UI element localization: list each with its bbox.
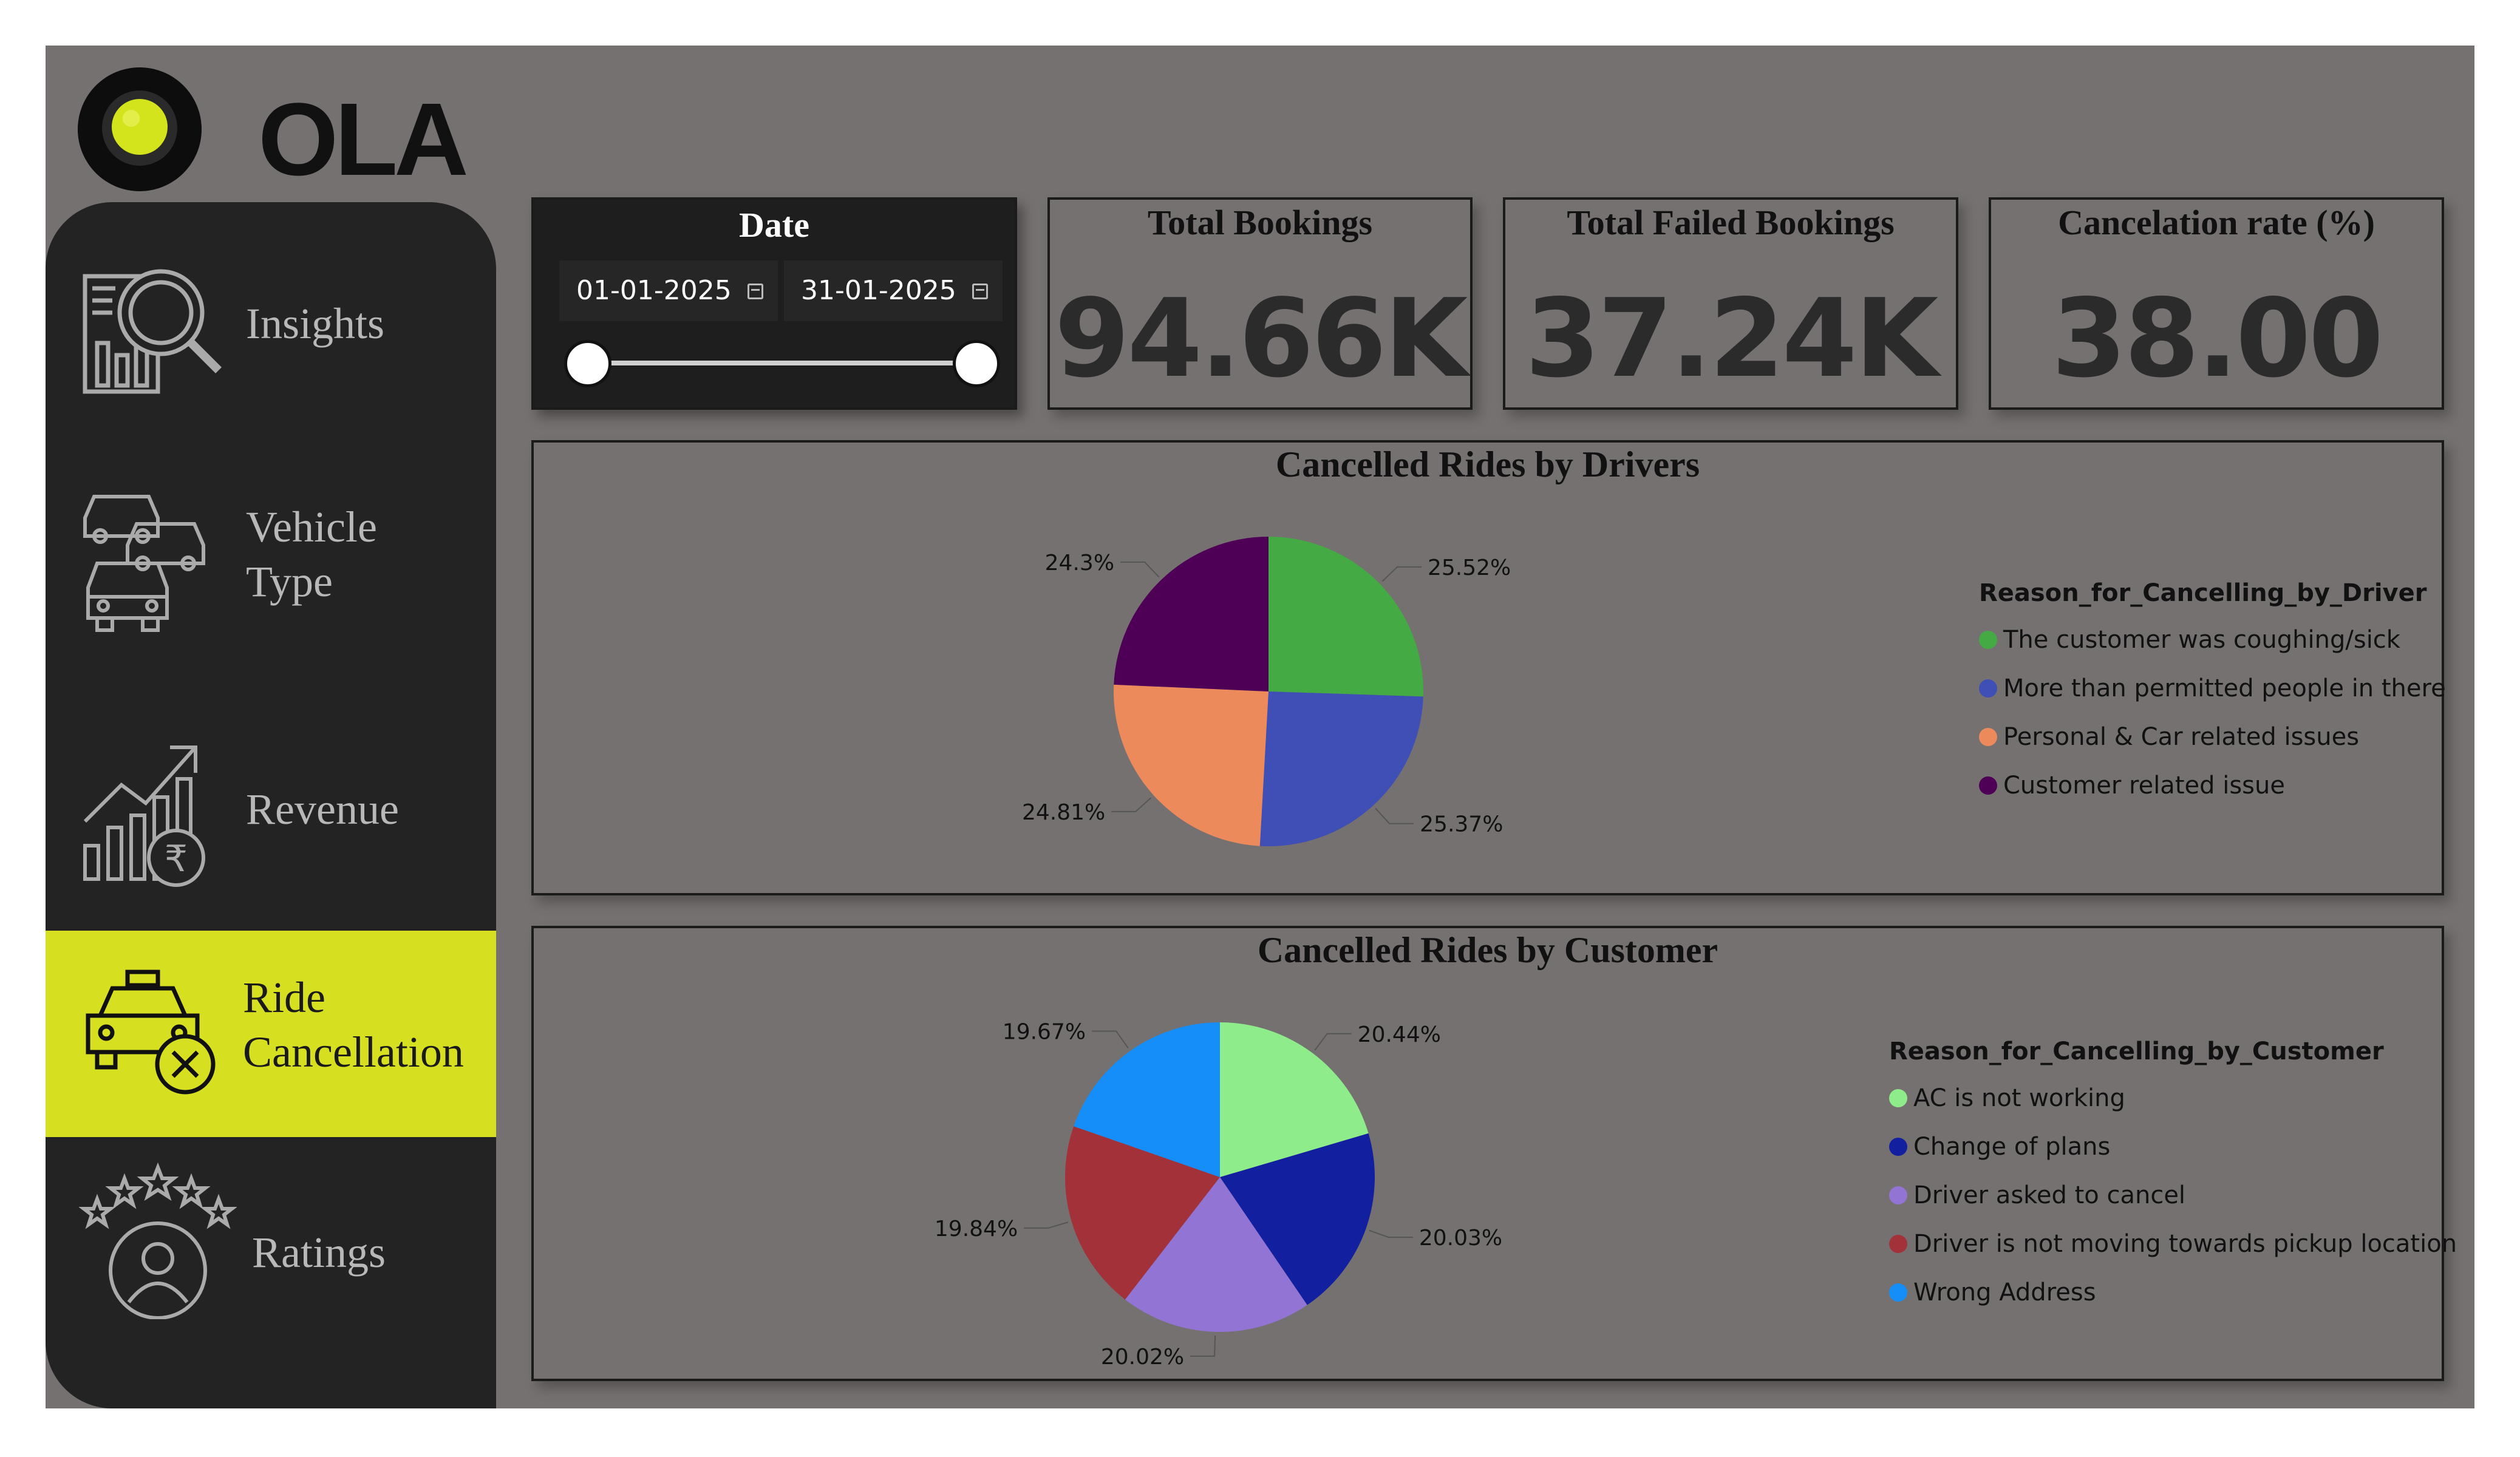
leader-line xyxy=(1381,566,1422,582)
legend-title: Reason_for_Cancelling_by_Customer xyxy=(1889,1038,2384,1065)
legend-item[interactable]: More than permitted people in there xyxy=(1979,664,2446,713)
ola-logo-icon xyxy=(78,67,202,191)
leader-line xyxy=(1190,1335,1216,1357)
nav-item-revenue[interactable]: ₹ Revenue xyxy=(46,718,496,900)
start-date-input[interactable]: 01-01-2025 xyxy=(559,260,778,321)
leader-line xyxy=(1120,561,1160,578)
chart-cancelled-by-customer: Cancelled Rides by Customer 20.44% 20.03%… xyxy=(531,926,2457,1381)
legend-swatch xyxy=(1979,776,1997,795)
leader-line xyxy=(1314,1033,1352,1051)
legend-item[interactable]: Change of plans xyxy=(1889,1122,2457,1171)
date-range-end-handle[interactable] xyxy=(953,340,1000,387)
pie-slice[interactable] xyxy=(1114,537,1269,691)
kpi-title: Total Failed Bookings xyxy=(1567,203,1895,242)
nav-item-ride-cancellation[interactable]: Ride Cancellation xyxy=(46,931,496,1137)
kpi-value: 94.66K xyxy=(1054,276,1468,401)
data-label: 19.84% xyxy=(935,1217,1018,1241)
pie-slice[interactable] xyxy=(1259,691,1423,846)
date-filter-title: Date xyxy=(739,205,809,245)
date-range-slider-track[interactable] xyxy=(588,361,977,365)
pie-chart-customer: 20.44% 20.03% 20.02% 19.84% 19.67% xyxy=(935,1020,1502,1370)
vehicles-icon xyxy=(83,495,205,632)
legend-item[interactable]: The customer was coughing/sick xyxy=(1979,616,2446,664)
pie-slice[interactable] xyxy=(1074,1022,1220,1177)
pie-chart-drivers: 25.52% 25.37% 24.81% 24.3% xyxy=(1022,537,1511,846)
legend-item[interactable]: Driver is not moving towards pickup loca… xyxy=(1889,1220,2457,1268)
start-date-value: 01-01-2025 xyxy=(576,275,732,306)
ola-logo-text: OLA xyxy=(258,82,469,197)
data-label: 20.03% xyxy=(1419,1226,1502,1251)
legend-item[interactable]: AC is not working xyxy=(1889,1074,2457,1122)
kpi-cancelation-rate: Cancelation rate (%) 38.00 xyxy=(1989,197,2444,410)
data-label: 24.81% xyxy=(1022,800,1105,825)
legend-item[interactable]: Wrong Address xyxy=(1889,1268,2457,1317)
nav-label-ratings: Ratings xyxy=(252,1228,386,1277)
insights-icon xyxy=(83,269,222,394)
legend-title: Reason_for_Cancelling_by_Driver xyxy=(1979,579,2427,607)
leader-line xyxy=(1369,1229,1413,1238)
ratings-icon xyxy=(79,1162,237,1319)
nav-item-ratings[interactable]: Ratings xyxy=(46,1149,496,1343)
legend-swatch xyxy=(1979,679,1997,698)
data-label: 25.37% xyxy=(1420,812,1503,837)
leader-line xyxy=(1375,807,1414,824)
pie-slice[interactable] xyxy=(1114,684,1269,846)
kpi-title: Total Bookings xyxy=(1147,203,1373,242)
calendar-icon[interactable] xyxy=(747,284,763,299)
legend-swatch xyxy=(1979,728,1997,746)
legend-item[interactable]: Personal & Car related issues xyxy=(1979,713,2446,761)
chart-cancelled-by-drivers: Cancelled Rides by Drivers 25.52% 25.37% 2… xyxy=(531,440,2446,895)
kpi-total-bookings: Total Bookings 94.66K xyxy=(1047,197,1473,410)
legend-swatch xyxy=(1889,1235,1907,1253)
leader-line xyxy=(1092,1030,1129,1048)
kpi-value: 38.00 xyxy=(2051,276,2383,401)
chart-title: Cancelled Rides by Drivers xyxy=(1275,444,1700,484)
legend-item[interactable]: Customer related issue xyxy=(1979,761,2446,810)
leader-line xyxy=(1111,797,1152,812)
data-label: 25.52% xyxy=(1428,555,1511,580)
nav-label-vehicle-type: Vehicle Type xyxy=(246,503,377,606)
nav-item-insights[interactable]: Insights xyxy=(46,239,496,409)
kpi-title: Cancelation rate (%) xyxy=(2058,203,2375,242)
revenue-icon: ₹ xyxy=(83,745,205,887)
legend-swatch xyxy=(1889,1089,1907,1107)
sidebar-nav: Insights Vehicle Type xyxy=(46,202,496,1408)
svg-text:₹: ₹ xyxy=(165,838,188,880)
legend-item[interactable]: Driver asked to cancel xyxy=(1889,1171,2457,1220)
cancelled-taxi-icon xyxy=(86,970,216,1095)
data-label: 20.02% xyxy=(1101,1345,1184,1370)
legend-drivers: Reason_for_Cancelling_by_Driver The cust… xyxy=(1979,579,2446,810)
legend-swatch xyxy=(1889,1186,1907,1204)
date-range-start-handle[interactable] xyxy=(564,340,611,387)
end-date-input[interactable]: 31-01-2025 xyxy=(784,260,1003,321)
pie-slice[interactable] xyxy=(1220,1022,1369,1177)
kpi-value: 37.24K xyxy=(1525,276,1939,401)
calendar-icon[interactable] xyxy=(972,284,988,299)
legend-customer: Reason_for_Cancelling_by_Customer AC is … xyxy=(1889,1038,2457,1317)
data-label: 19.67% xyxy=(1003,1020,1086,1045)
leader-line xyxy=(1024,1221,1069,1229)
dashboard-canvas: OLA Insights xyxy=(46,46,2474,1408)
date-filter-card: Date 01-01-2025 31-01-2025 xyxy=(531,197,1017,410)
pie-slice[interactable] xyxy=(1065,1126,1220,1300)
nav-label-ride-cancellation: Ride Cancellation xyxy=(243,973,464,1076)
nav-label-insights: Insights xyxy=(246,299,385,348)
pie-slice[interactable] xyxy=(1269,537,1423,697)
kpi-total-failed-bookings: Total Failed Bookings 37.24K xyxy=(1503,197,1958,410)
legend-swatch xyxy=(1889,1283,1907,1302)
ola-logo: OLA xyxy=(73,63,498,196)
chart-title: Cancelled Rides by Customer xyxy=(1257,930,1718,970)
pie-slice[interactable] xyxy=(1220,1133,1375,1305)
pie-slice[interactable] xyxy=(1125,1177,1307,1332)
legend-swatch xyxy=(1979,631,1997,649)
nav-item-vehicle-type[interactable]: Vehicle Type xyxy=(46,457,496,651)
data-label: 24.3% xyxy=(1045,551,1114,576)
end-date-value: 31-01-2025 xyxy=(801,275,956,306)
legend-swatch xyxy=(1889,1138,1907,1156)
nav-label-revenue: Revenue xyxy=(246,785,399,834)
data-label: 20.44% xyxy=(1358,1022,1441,1047)
